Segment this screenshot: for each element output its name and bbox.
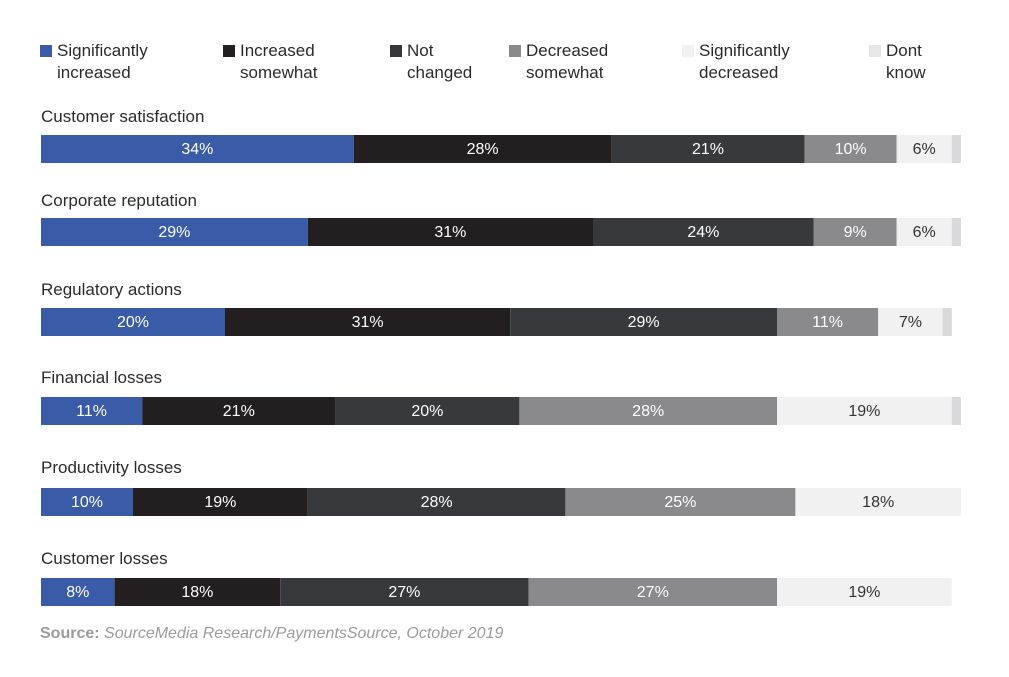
legend-item-significantly-increased: Significantly increased	[40, 40, 148, 84]
category-label: Regulatory actions	[41, 280, 182, 299]
data-label: 29%	[628, 314, 660, 331]
bar-segment	[593, 218, 814, 246]
source-text: SourceMedia Research/PaymentsSource, Oct…	[104, 625, 504, 642]
bar-segment	[307, 218, 593, 246]
data-label: 19%	[848, 403, 880, 420]
data-label: 24%	[687, 224, 719, 241]
bar-segment	[335, 397, 520, 425]
bar-segment	[41, 578, 115, 606]
data-label: 18%	[862, 494, 894, 511]
data-label: 6%	[913, 141, 936, 158]
legend-label: Decreased somewhat	[526, 41, 609, 82]
legend-item-significantly-decreased: Significantly decreased	[682, 40, 790, 84]
bar-segment	[951, 135, 961, 163]
data-label: 27%	[388, 584, 420, 601]
legend-swatch	[869, 45, 881, 57]
bar-segment	[795, 488, 961, 516]
data-label: 7%	[899, 314, 922, 331]
data-label: 28%	[421, 494, 453, 511]
bar-segment	[777, 397, 952, 425]
category-label: Productivity losses	[41, 458, 182, 477]
data-label: 19%	[848, 584, 880, 601]
data-label: 25%	[664, 494, 696, 511]
data-label: 9%	[844, 224, 867, 241]
data-label: 10%	[835, 141, 867, 158]
bar-segment	[777, 308, 879, 336]
data-label: 20%	[411, 403, 443, 420]
bar-segment	[804, 135, 897, 163]
legend-item-not-changed: Not changed	[390, 40, 472, 84]
bar-segment	[896, 218, 952, 246]
data-label: 19%	[204, 494, 236, 511]
bar-segment	[519, 397, 777, 425]
legend-label: Significantly increased	[57, 41, 148, 82]
data-label: 11%	[76, 403, 107, 420]
data-label: 29%	[158, 224, 190, 241]
legend-swatch	[223, 45, 235, 57]
bar-segment	[777, 578, 952, 606]
bar-segment	[353, 135, 612, 163]
data-label: 28%	[467, 141, 499, 158]
data-label: 31%	[434, 224, 466, 241]
bar-segment	[878, 308, 943, 336]
source-label: Source:	[40, 625, 100, 642]
data-label: 11%	[812, 314, 843, 331]
legend-swatch	[40, 45, 52, 57]
category-label: Financial losses	[41, 368, 162, 387]
bar-segment	[41, 308, 225, 336]
bar-segment	[951, 218, 961, 246]
legend-label: Significantly decreased	[699, 41, 790, 82]
bar-segment	[611, 135, 805, 163]
legend-item-increased-somewhat: Increased somewhat	[223, 40, 317, 84]
data-label: 21%	[223, 403, 255, 420]
data-label: 18%	[181, 584, 213, 601]
bar-segment	[225, 308, 511, 336]
legend-label: Increased somewhat	[240, 41, 318, 82]
bar-segment	[510, 308, 777, 336]
category-label: Corporate reputation	[41, 191, 197, 210]
bar-segment	[565, 488, 796, 516]
bar-segment	[41, 218, 308, 246]
legend-swatch	[509, 45, 521, 57]
legend-item-decreased-somewhat: Decreased somewhat	[509, 40, 608, 84]
category-label: Customer losses	[41, 549, 168, 568]
data-label: 10%	[71, 494, 103, 511]
legend-swatch	[682, 45, 694, 57]
data-label: 31%	[352, 314, 384, 331]
bar-segment	[142, 397, 336, 425]
data-label: 6%	[913, 224, 936, 241]
bar-segment	[896, 135, 952, 163]
data-label: 21%	[692, 141, 724, 158]
data-label: 27%	[637, 584, 669, 601]
bar-segment	[307, 488, 566, 516]
bar-segment	[114, 578, 281, 606]
data-label: 34%	[181, 141, 213, 158]
bar-segment	[951, 397, 961, 425]
data-label: 8%	[66, 584, 89, 601]
legend-label: Dont know	[886, 41, 926, 82]
chart-legend: Significantly increased Increased somewh…	[40, 40, 970, 90]
legend-item-dont-know: Dont know	[869, 40, 926, 84]
bar-segment	[813, 218, 897, 246]
bar-segment	[41, 397, 143, 425]
source-note: Source: SourceMedia Research/PaymentsSou…	[40, 625, 503, 643]
bar-segment	[528, 578, 777, 606]
category-label: Customer satisfaction	[41, 107, 204, 126]
data-label: 28%	[632, 403, 664, 420]
bar-segment	[942, 308, 952, 336]
data-label: 20%	[117, 314, 149, 331]
bar-segment	[41, 135, 354, 163]
legend-swatch	[390, 45, 402, 57]
bar-segment	[133, 488, 308, 516]
bar-segment	[280, 578, 529, 606]
bar-segment	[41, 488, 133, 516]
legend-label: Not changed	[407, 41, 473, 82]
